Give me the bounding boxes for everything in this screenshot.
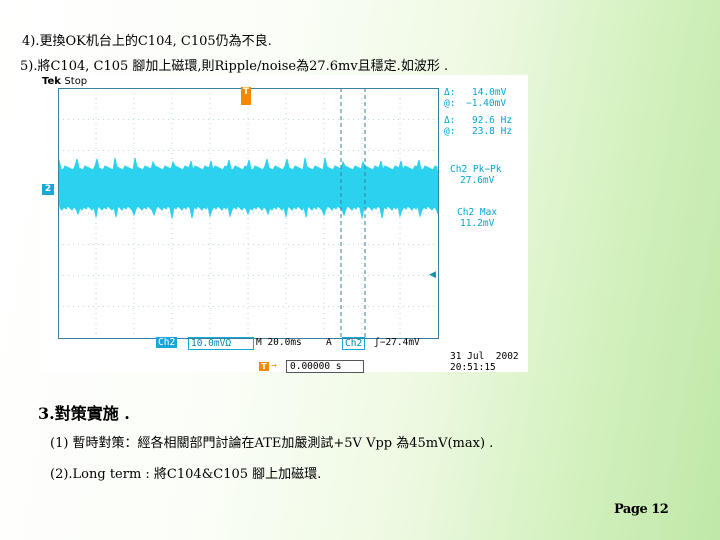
status-trig-level-value: −27.4mV	[379, 337, 420, 348]
trigger-position-box: 0.00000 s	[286, 360, 364, 373]
trigger-marker-icon: T	[241, 87, 251, 105]
scope-header: Tek Stop	[42, 76, 87, 87]
ch2-max-value: 11.2mV	[460, 218, 495, 229]
ch2-ground-marker-icon: 2	[42, 184, 54, 195]
at-v-label: @:	[444, 98, 456, 109]
scope-brand: Tek	[42, 76, 61, 87]
status-ch: Ch2	[158, 337, 176, 348]
at-v-value: −1.40mV	[466, 98, 507, 109]
ch2-max-label: Ch2 Max	[457, 207, 498, 218]
trigger-position-arrow-icon: →	[271, 360, 277, 371]
scope-date: 31 Jul 2002	[450, 351, 519, 362]
pk-pk-label: Ch2 Pk−Pk	[450, 164, 502, 175]
status-trig-level: ʃ−27.4mV	[374, 337, 420, 348]
status-trig-ch: Ch2	[345, 338, 363, 349]
status-volts: 10.0mV	[191, 338, 226, 349]
countermeasure-long-term: (2).Long term : 將C104&C105 腳上加磁環.	[50, 467, 322, 482]
delta-v-label: Δ:	[444, 87, 456, 98]
page-number: Page 12	[614, 502, 669, 517]
trigger-level-arrow-icon: ◀	[429, 270, 436, 280]
pk-pk-value: 27.6mV	[460, 175, 495, 186]
ch2-marker-label: 2	[44, 184, 52, 194]
trigger-marker-label: T	[242, 87, 250, 97]
step-5-text: 5).將C104, C105 腳加上磁環,則Ripple/noise為27.6m…	[20, 59, 449, 74]
status-time: M 20.0ms	[256, 337, 302, 348]
scope-timestamp: 31 Jul 2002 20:51:15	[450, 351, 519, 373]
status-trig-mode: A	[326, 337, 332, 348]
status-ch-box: Ch2	[156, 337, 178, 348]
status-trig-ch-box: Ch2	[342, 337, 366, 350]
ch2-waveform-band	[59, 170, 439, 206]
scope-graticule	[58, 88, 439, 339]
trigger-position-icon: T	[259, 362, 269, 371]
measurement-panel: Δ: 14.0mV @: −1.40mV Δ: 92.6 Hz @: 23.8 …	[442, 75, 528, 345]
delta-v-value: 14.0mV	[472, 87, 507, 98]
step-4-text: 4).更換OK机台上的C104, C105仍為不良.	[22, 34, 272, 49]
at-f-label: @:	[444, 126, 456, 137]
scope-state: Stop	[64, 76, 88, 87]
section-heading: 3.對策實施 .	[38, 404, 130, 423]
status-volts-unit: Ω	[225, 338, 232, 349]
oscilloscope-screenshot: Tek Stop T 2 ◀ Δ: 14.0mV @: −1.40mV Δ: 9…	[40, 75, 528, 373]
delta-f-value: 92.6 Hz	[472, 115, 513, 126]
delta-f-label: Δ:	[444, 115, 456, 126]
trigger-position-value: 0.00000 s	[290, 361, 342, 372]
at-f-value: 23.8 Hz	[472, 126, 513, 137]
scope-time: 20:51:15	[450, 362, 496, 373]
rising-edge-icon: ʃ	[374, 337, 380, 348]
status-volts-box: 10.0mVΩ	[188, 337, 254, 350]
countermeasure-temporary: (1) 暫時對策：經各相關部門討論在ATE加嚴測試+5V Vpp 為45mV(m…	[50, 436, 494, 451]
